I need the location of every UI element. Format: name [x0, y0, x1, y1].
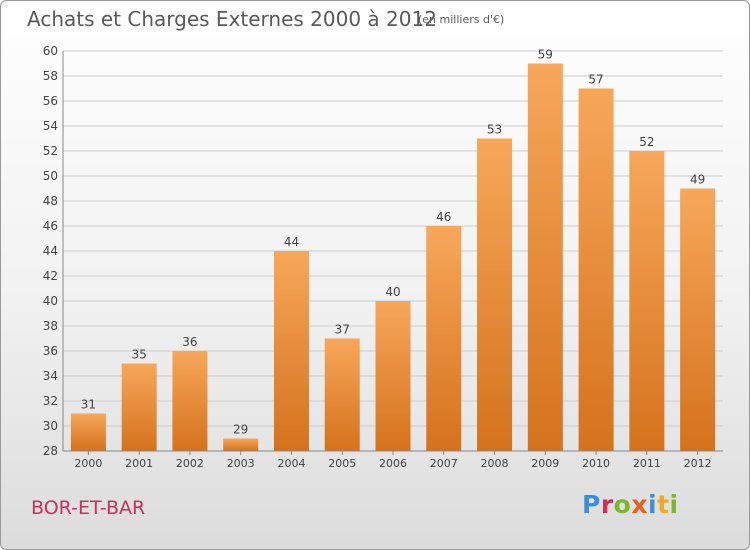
data-label: 29	[233, 423, 248, 437]
x-tick-label: 2000	[74, 457, 102, 470]
bar	[578, 88, 614, 451]
bar	[680, 188, 716, 451]
commune-name: BOR-ET-BAR	[31, 497, 146, 519]
logo-letter: x	[631, 490, 648, 519]
bar	[172, 351, 208, 451]
data-label: 46	[436, 210, 451, 224]
bars	[70, 63, 716, 451]
chart-subtitle: (en milliers d'€)	[418, 13, 505, 26]
data-label: 37	[335, 323, 350, 337]
data-label: 57	[588, 73, 603, 87]
data-label: 36	[182, 335, 197, 349]
y-tick-label: 42	[43, 269, 58, 283]
y-tick-label: 50	[43, 169, 58, 183]
y-axis-ticks: 28 30 32 34 36 38 40 42 44 46 48 50 52 54 56 58 60	[43, 44, 58, 458]
x-tick-label: 2012	[684, 457, 712, 470]
x-tick-label: 2009	[531, 457, 559, 470]
bar	[273, 251, 309, 451]
x-tick-label: 2007	[430, 457, 458, 470]
bar	[527, 63, 563, 451]
data-label: 52	[639, 135, 654, 149]
x-tick-label: 2004	[277, 457, 305, 470]
bar	[121, 363, 157, 451]
bar	[223, 438, 259, 451]
y-tick-label: 58	[43, 69, 58, 83]
data-label: 59	[538, 48, 553, 62]
data-label: 31	[81, 398, 96, 412]
logo-letter: o	[613, 490, 632, 519]
bar	[477, 138, 513, 451]
data-labels: 31 35 36 29 44 37 40 46 53 59 57 52 49	[81, 48, 706, 437]
x-tick-label: 2002	[176, 457, 204, 470]
data-label: 44	[284, 235, 299, 249]
y-tick-label: 40	[43, 294, 58, 308]
x-tick-label: 2008	[481, 457, 509, 470]
bar	[324, 338, 360, 451]
x-tick-label: 2001	[125, 457, 153, 470]
y-tick-label: 44	[43, 244, 58, 258]
y-tick-label: 32	[43, 394, 58, 408]
data-label: 53	[487, 123, 502, 137]
x-tick-label: 2003	[227, 457, 255, 470]
x-tick-label: 2011	[633, 457, 661, 470]
y-tick-label: 28	[43, 444, 58, 458]
x-tick-label: 2010	[582, 457, 610, 470]
y-tick-label: 30	[43, 419, 58, 433]
bar	[375, 301, 411, 451]
x-tick-label: 2005	[328, 457, 356, 470]
data-label: 49	[690, 173, 705, 187]
y-tick-label: 46	[43, 219, 58, 233]
y-tick-label: 34	[43, 369, 58, 383]
bar	[426, 226, 462, 451]
x-tick-label: 2006	[379, 457, 407, 470]
y-tick-label: 52	[43, 144, 58, 158]
logo-letter: i	[648, 490, 658, 519]
chart-title: Achats et Charges Externes 2000 à 2012	[27, 7, 437, 31]
y-tick-label: 60	[43, 44, 58, 58]
y-tick-label: 54	[43, 119, 58, 133]
bar	[70, 413, 106, 451]
x-axis-ticks: 2000 2001 2002 2003 2004 2005 2006 2007 2008 2009…	[74, 451, 712, 470]
logo-letter: r	[600, 490, 614, 519]
logo-letter: i	[669, 490, 679, 519]
y-tick-label: 48	[43, 194, 58, 208]
proxiti-logo: Proxiti	[582, 490, 679, 519]
data-label: 40	[385, 285, 400, 299]
bar	[629, 151, 665, 451]
y-tick-label: 56	[43, 94, 58, 108]
data-label: 35	[132, 348, 147, 362]
y-tick-label: 38	[43, 319, 58, 333]
logo-letter: t	[657, 490, 670, 519]
y-tick-label: 36	[43, 344, 58, 358]
logo-letter: P	[582, 490, 601, 519]
